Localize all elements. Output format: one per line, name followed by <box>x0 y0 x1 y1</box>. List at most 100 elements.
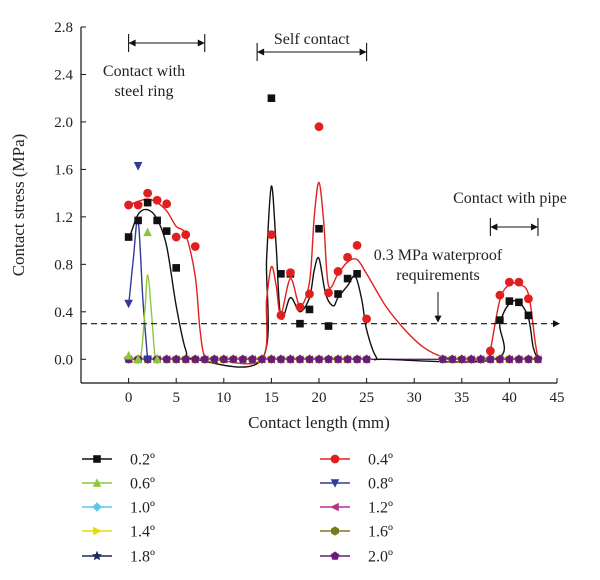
y-tick-label: 1.2 <box>54 210 73 226</box>
legend-item: 0.4º <box>320 452 393 469</box>
data-point-zero <box>333 354 343 363</box>
legend-item: 2.0º <box>320 549 393 566</box>
data-point <box>515 298 523 307</box>
y-tick-label: 1.6 <box>54 162 73 178</box>
y-tick-label: 2.8 <box>54 20 73 36</box>
data-point-zero <box>172 354 181 363</box>
data-point <box>181 230 191 240</box>
data-point <box>305 289 314 299</box>
series-curve-0.6º <box>128 274 160 364</box>
legend-item: 0.2º <box>82 452 155 469</box>
legend-item: 1.2º <box>320 500 393 517</box>
legend-label: 1.4º <box>130 524 155 541</box>
legend-label: 0.8º <box>368 476 393 493</box>
data-point-zero <box>305 354 314 363</box>
legend-item: 1.6º <box>320 524 393 541</box>
legend-marker <box>331 526 339 536</box>
data-point-zero <box>343 354 352 363</box>
x-tick-label: 15 <box>264 390 279 406</box>
legend-marker <box>92 550 102 561</box>
pipe-range-arrow <box>489 218 539 236</box>
legend-label: 1.8º <box>130 549 155 566</box>
data-point <box>276 310 286 320</box>
data-point-zero <box>314 354 324 363</box>
data-point-zero <box>476 354 485 363</box>
data-point <box>514 277 524 287</box>
legend-item: 1.4º <box>82 524 155 541</box>
annotation-waterproof-line2: requirements <box>396 267 480 284</box>
arrow-head <box>553 320 560 328</box>
data-point-zero <box>524 354 533 363</box>
self-contact-range-arrow <box>256 43 368 61</box>
data-point <box>162 227 171 235</box>
data-point-zero <box>267 354 276 363</box>
legend-label: 1.2º <box>368 500 393 517</box>
data-point <box>190 242 200 251</box>
data-point <box>295 302 305 312</box>
x-tick-label: 0 <box>125 390 133 406</box>
x-tick-label: 30 <box>407 390 422 406</box>
data-point <box>133 354 143 364</box>
arrow-head <box>197 39 205 47</box>
data-point <box>353 270 361 278</box>
x-tick-label: 25 <box>359 390 374 406</box>
data-point-zero <box>162 354 171 363</box>
data-point <box>143 198 152 207</box>
data-point-zero <box>514 354 524 363</box>
data-point <box>305 305 314 314</box>
data-point <box>153 216 161 225</box>
data-point-zero <box>324 354 333 363</box>
data-point <box>495 290 505 300</box>
data-point <box>143 188 153 198</box>
axes: 0 5 10 15 20 25 30 35 40 45 0.0 0.4 0.8 1.2 1.6 2.0 2.4 2… <box>9 20 565 432</box>
data-point <box>277 270 285 278</box>
data-point <box>505 297 514 305</box>
data-point <box>524 294 533 304</box>
data-point <box>171 232 181 242</box>
data-point <box>352 240 362 250</box>
data-point <box>324 288 333 298</box>
data-point-zero <box>248 354 257 363</box>
legend-label: 2.0º <box>368 549 393 566</box>
data-point <box>505 277 514 287</box>
arrow-head <box>257 48 265 56</box>
x-tick-label: 5 <box>172 390 180 406</box>
data-point-zero <box>486 354 495 363</box>
steel-ring-range-arrow <box>128 34 206 52</box>
data-point <box>524 311 533 320</box>
data-point-zero <box>238 354 247 363</box>
legend-label: 0.2º <box>130 452 155 469</box>
legend: 0.2º 0.4º 0.6º 0.8º 1.0º 1.2º 1.4º 1.6º 1.8º 2.0º <box>82 452 393 566</box>
data-point-zero <box>457 354 466 363</box>
data-point <box>152 195 162 205</box>
arrow-head <box>490 223 498 231</box>
annotation-steel-ring-line1: Contact with <box>103 63 185 80</box>
data-point <box>143 227 152 237</box>
annotation-waterproof-line1: 0.3 MPa waterproof <box>374 247 503 264</box>
y-tick-label: 0.4 <box>54 305 73 321</box>
x-axis-label: Contact length (mm) <box>248 413 390 432</box>
legend-item: 1.0º <box>82 500 155 517</box>
data-point <box>267 94 276 102</box>
data-point-zero <box>276 354 286 363</box>
legend-marker <box>92 502 102 512</box>
data-point <box>343 252 352 262</box>
data-point <box>133 162 143 171</box>
data-point <box>324 322 333 330</box>
legend-label: 1.0º <box>130 500 155 517</box>
data-point-zero <box>362 354 371 363</box>
data-point-zero <box>295 354 305 363</box>
annotation-steel-ring-line2: steel ring <box>114 83 173 100</box>
data-point <box>124 299 133 309</box>
data-point-zero <box>219 354 228 363</box>
data-point <box>133 200 143 210</box>
data-point <box>496 316 504 324</box>
data-point <box>485 346 495 356</box>
y-tick-label: 0.0 <box>54 352 73 368</box>
y-axis-label: Contact stress (MPa) <box>9 134 28 277</box>
data-point <box>314 122 324 132</box>
data-point-zero <box>448 354 457 363</box>
data-point <box>124 233 133 241</box>
data-point <box>315 224 323 233</box>
